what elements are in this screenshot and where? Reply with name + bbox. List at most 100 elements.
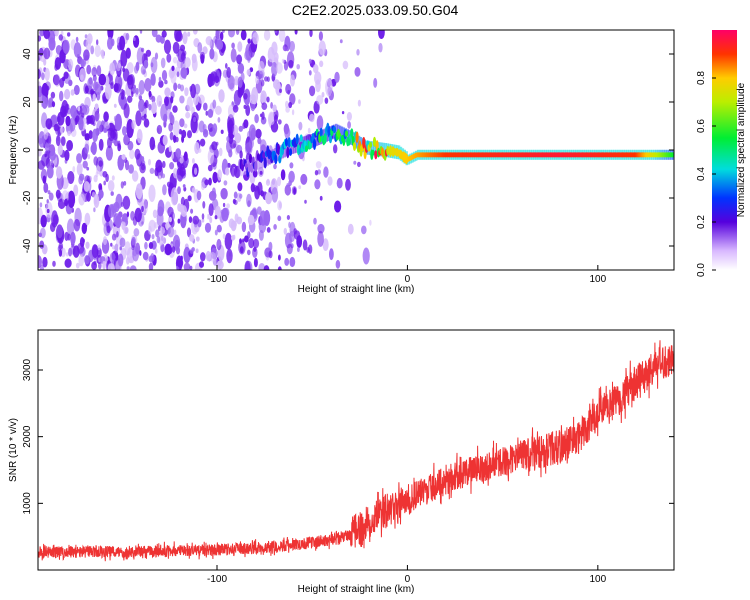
spectrogram-noise-mark	[296, 63, 301, 70]
spectrogram-noise-mark	[253, 247, 257, 252]
spectrogram-noise-mark	[132, 170, 139, 182]
spectrogram-noise-mark	[129, 265, 137, 270]
spectrogram-noise-mark	[211, 141, 218, 151]
spectrogram-noise-mark	[151, 234, 155, 240]
ridge-halo-mark	[335, 123, 338, 138]
spectrogram-noise-mark	[91, 191, 96, 198]
spectrogram-noise-mark	[116, 231, 119, 238]
snr-y-label: SNR (10 * v/v)	[8, 418, 19, 482]
spectrogram-noise-mark	[76, 162, 83, 176]
spectrogram-noise-mark	[259, 139, 267, 153]
spectrogram-noise-mark	[249, 93, 256, 105]
spectrogram-noise-mark	[265, 192, 273, 205]
spectrogram-noise-mark	[142, 251, 149, 261]
spectrogram-x-ticks: -100 0 100	[207, 265, 607, 285]
ridge-core-mark	[371, 149, 375, 156]
spectrogram-noise-mark	[209, 251, 216, 262]
spectrogram-noise-mark	[102, 260, 106, 270]
spectrogram-noise-mark	[186, 227, 192, 238]
spectrogram-noise-mark	[278, 254, 281, 261]
spectrogram-noise-mark	[55, 135, 61, 147]
spectrogram-noise-mark	[59, 49, 66, 64]
spectrogram-noise-mark	[266, 76, 270, 82]
spectrogram-noise-mark	[58, 34, 63, 41]
spectrogram-noise-mark	[148, 262, 154, 270]
spectrogram-noise-mark	[195, 236, 200, 242]
spectrogram-noise-mark	[182, 31, 188, 45]
spectrogram-noise-mark	[240, 30, 247, 41]
spectrogram-noise-mark	[85, 38, 92, 51]
spectrogram-noise-mark	[96, 65, 102, 77]
spectrogram-noise-mark	[319, 195, 323, 201]
spectrogram-noise-mark	[323, 166, 329, 178]
spectrogram-noise-mark	[179, 84, 185, 92]
spectrogram-noise-mark	[75, 36, 79, 43]
spectrogram-noise-mark	[61, 136, 66, 147]
ridge-core-mark	[372, 136, 377, 147]
spectrogram-noise-mark	[145, 49, 152, 57]
spectrogram-noise-mark	[79, 173, 85, 181]
spectrogram-noise-mark	[316, 115, 324, 131]
spectrogram-noise-mark	[199, 261, 204, 268]
spectrogram-noise-mark	[156, 124, 163, 135]
spectrogram-noise-mark	[318, 31, 323, 41]
spectrogram-noise-mark	[79, 68, 86, 82]
spectrogram-noise-mark	[177, 48, 185, 63]
spectrogram-noise-mark	[183, 262, 191, 270]
spectrogram-noise-mark	[317, 230, 324, 247]
ridge-core-mark	[298, 147, 302, 155]
spectrogram-noise-mark	[121, 95, 125, 100]
spectrogram-noise-mark	[207, 108, 214, 118]
spectrogram-noise-mark	[254, 114, 259, 124]
ridge-core-mark	[671, 152, 674, 158]
ridge-core-mark	[355, 131, 359, 143]
spectrogram-noise-mark	[128, 164, 135, 174]
spectrogram-noise-mark	[191, 57, 198, 72]
spectrogram-noise-mark	[177, 186, 181, 195]
spectrogram-noise-mark	[38, 92, 44, 104]
spectrogram-noise-mark	[67, 58, 74, 71]
spectrogram-noise-mark	[113, 213, 121, 226]
spectrogram-noise-mark	[289, 256, 296, 268]
spectrogram-x-label: Height of straight line (km)	[298, 284, 415, 295]
spectrogram-noise-mark	[261, 102, 268, 110]
spectrogram-ridge-layer	[238, 122, 674, 178]
spectrogram-noise-mark	[176, 71, 180, 78]
spectrogram-noise-mark	[123, 134, 130, 146]
spectrogram-noise-mark	[131, 236, 136, 245]
ridge-halo-mark	[257, 155, 260, 170]
spectrogram-noise-mark	[266, 96, 270, 103]
spectrogram-noise-mark	[141, 221, 144, 225]
spectrogram-noise-mark	[156, 236, 161, 244]
spectrogram-noise-mark	[290, 74, 295, 87]
spectrogram-noise-mark	[234, 213, 239, 223]
spectrogram-noise-mark	[234, 78, 239, 86]
spectrogram-noise-mark	[133, 37, 136, 41]
spectrogram-noise-mark	[148, 184, 156, 202]
spectrogram-noise-mark	[183, 246, 191, 264]
spectrogram-noise-mark	[221, 30, 225, 34]
spectrogram-noise-mark	[134, 207, 142, 223]
spectrogram-noise-mark	[248, 124, 256, 141]
spectrogram-noise-mark	[38, 68, 41, 80]
spectrogram-noise-mark	[120, 88, 125, 98]
spectrogram-noise-mark	[207, 73, 213, 88]
snr-series-line	[38, 340, 674, 562]
spectrogram-noise-mark	[283, 227, 287, 235]
spectrogram-noise-mark	[329, 248, 334, 261]
spectrogram-noise-mark	[72, 166, 76, 173]
spectrogram-noise-mark	[164, 87, 171, 97]
colorbar-tick-label: 0.2	[696, 215, 707, 229]
spectrogram-noise-mark	[255, 75, 259, 85]
spectrogram-noise-mark	[362, 247, 370, 265]
spectrogram-noise-mark	[134, 148, 141, 160]
spectrogram-noise-mark	[84, 34, 88, 39]
spectrogram-noise-mark	[243, 93, 248, 100]
spectrogram-noise-mark	[333, 144, 338, 154]
spectrogram-noise-mark	[110, 82, 114, 90]
spectrogram-noise-mark	[141, 156, 145, 163]
spectrogram-noise-mark	[233, 191, 238, 199]
spectrogram-noise-mark	[116, 62, 121, 72]
spectrogram-noise-mark	[98, 189, 104, 199]
spectrogram-noise-mark	[286, 215, 290, 220]
